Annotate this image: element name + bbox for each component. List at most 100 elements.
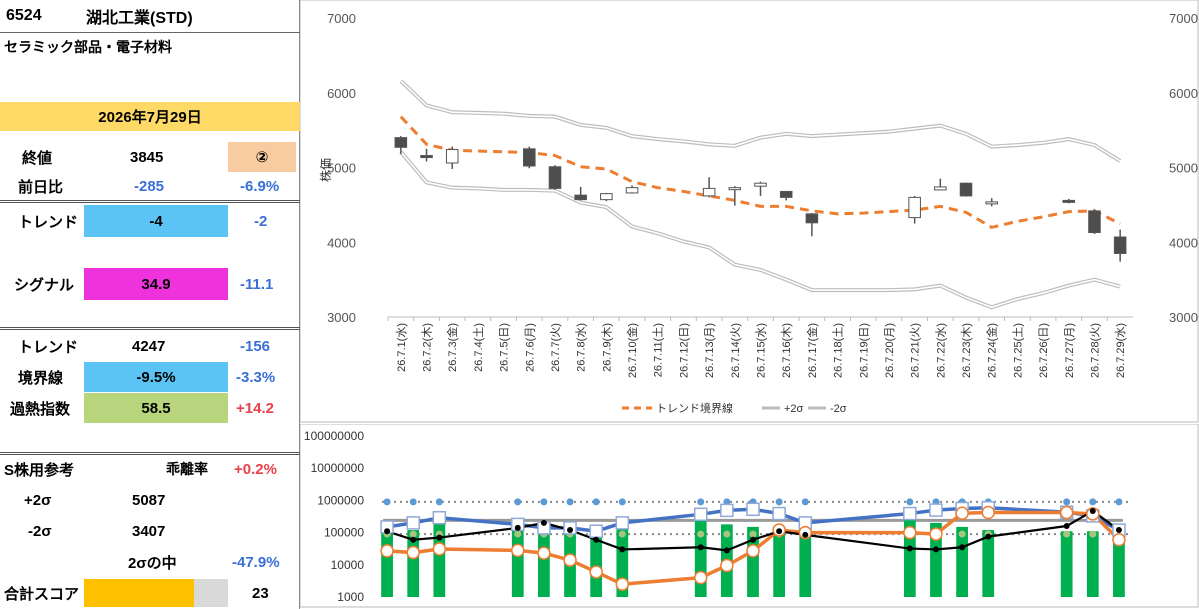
lower-dot (697, 530, 705, 538)
upper-dot (723, 498, 731, 506)
x-tick-label: 26.7.22(水) (934, 323, 947, 378)
blue-marker (406, 516, 420, 530)
log-y-tick: 100000 (324, 526, 364, 540)
overheat-label: 過熱指数 (10, 400, 71, 418)
candle-body (445, 149, 459, 164)
lower-dot (749, 530, 757, 538)
candle-body (985, 201, 998, 205)
volume-bar (1060, 531, 1073, 597)
black-marker (697, 544, 704, 551)
lower-dot (514, 530, 522, 538)
lower-dot (1089, 530, 1097, 538)
orange-marker (1112, 532, 1126, 547)
lower-dot (723, 530, 731, 538)
candle-body (548, 166, 562, 189)
black-marker (514, 524, 521, 531)
trend-boundary-line (399, 115, 1121, 229)
s-label: S株用参考 (4, 461, 75, 479)
orange-marker (511, 543, 525, 558)
close-badge: ② (228, 142, 296, 172)
minus2sigma-line-inner (400, 151, 1121, 309)
orange-marker (693, 570, 708, 585)
volume-bar (773, 528, 786, 597)
lower-dot (1063, 530, 1071, 538)
black-marker (932, 546, 939, 553)
upper-dot (514, 498, 522, 506)
y-tick-right: 6000 (1169, 86, 1198, 101)
x-tick-label: 26.7.28(火) (1089, 323, 1101, 378)
volume-bar (694, 517, 707, 597)
y-tick-right: 4000 (1169, 235, 1198, 250)
stock-name: 湖北工業(STD) (86, 10, 193, 27)
upper-dot (906, 498, 914, 506)
boundary-label: 境界線 (18, 369, 64, 387)
overheat-value: 58.5 (84, 393, 228, 423)
y-tick-right: 3000 (1169, 310, 1198, 325)
black-marker (593, 536, 600, 543)
legend-label-trend: トレンド境界線 (656, 401, 733, 415)
black-marker (436, 534, 443, 541)
trend2-value: 4247 (132, 337, 166, 355)
score-bar-rest (194, 579, 228, 607)
signal-delta: -11.1 (240, 275, 274, 293)
candle-body (805, 213, 819, 224)
minus2-label: -2σ (28, 522, 52, 540)
blue-marker (903, 506, 917, 521)
volume-bar (538, 526, 550, 597)
orange-marker (589, 565, 603, 579)
candle-body (1088, 210, 1101, 234)
boundary-row: 境界線 -9.5% -3.3% (0, 362, 300, 392)
stock-code: 6524 (6, 7, 42, 24)
black-marker (567, 527, 574, 534)
x-tick-label: 26.7.11(土) (652, 323, 665, 377)
black-marker (1115, 527, 1122, 534)
y-tick-left: 3000 (327, 310, 356, 325)
y-tick-left: 4000 (327, 235, 356, 250)
log-y-tick: 100000000 (304, 429, 364, 443)
volume-bar (1113, 528, 1125, 597)
orange-marker (537, 546, 551, 560)
candle-body (728, 187, 742, 191)
x-tick-label: 26.7.26(日) (1038, 323, 1050, 378)
orange-marker (406, 545, 420, 560)
candle-body (1113, 236, 1127, 254)
lower-dot (958, 530, 966, 538)
close-row: 終値 3845 ② (0, 142, 300, 172)
blue-marker (432, 510, 447, 525)
signal-row: シグナル 34.9 -11.1 (0, 268, 300, 300)
x-tick-label: 26.7.10(金) (625, 323, 639, 378)
upper-dot (540, 498, 548, 506)
black-marker (619, 546, 626, 553)
y-tick-right: 7000 (1169, 11, 1198, 26)
x-tick-label: 26.7.20(月) (884, 323, 896, 378)
x-tick-label: 26.7.14(火) (730, 323, 742, 378)
close-label: 終値 (22, 149, 53, 167)
score-value: 23 (252, 584, 269, 602)
black-marker (802, 531, 809, 538)
score-bar (84, 579, 194, 607)
upper-dot (801, 498, 809, 506)
close-value: 3845 (130, 148, 164, 166)
volume-bar (1086, 531, 1099, 597)
deviation-label: 乖離率 (166, 461, 208, 477)
plus2-value: 5087 (132, 491, 166, 509)
blue-marker (693, 507, 708, 522)
orange-marker (981, 505, 995, 520)
upper-dot (409, 498, 417, 506)
orange-marker (903, 525, 917, 540)
legend-label-plus2: +2σ (784, 403, 804, 415)
sector-label: セラミック部品・電子材料 (4, 39, 172, 55)
candle-body (702, 187, 716, 197)
volume-bar (616, 525, 629, 597)
candle-body (574, 194, 587, 201)
trend2-row: トレンド 4247 -156 (0, 332, 300, 360)
trend2-label: トレンド (18, 338, 79, 356)
x-tick-label: 26.7.16(木) (780, 323, 793, 378)
orange-marker (380, 544, 394, 558)
candle-body (523, 148, 536, 167)
price-chart-frame (300, 0, 1199, 423)
black-marker (410, 536, 417, 543)
black-marker (723, 547, 730, 554)
date-label: 2026年7月29日 (98, 109, 202, 126)
trend-value: -4 (84, 205, 228, 237)
